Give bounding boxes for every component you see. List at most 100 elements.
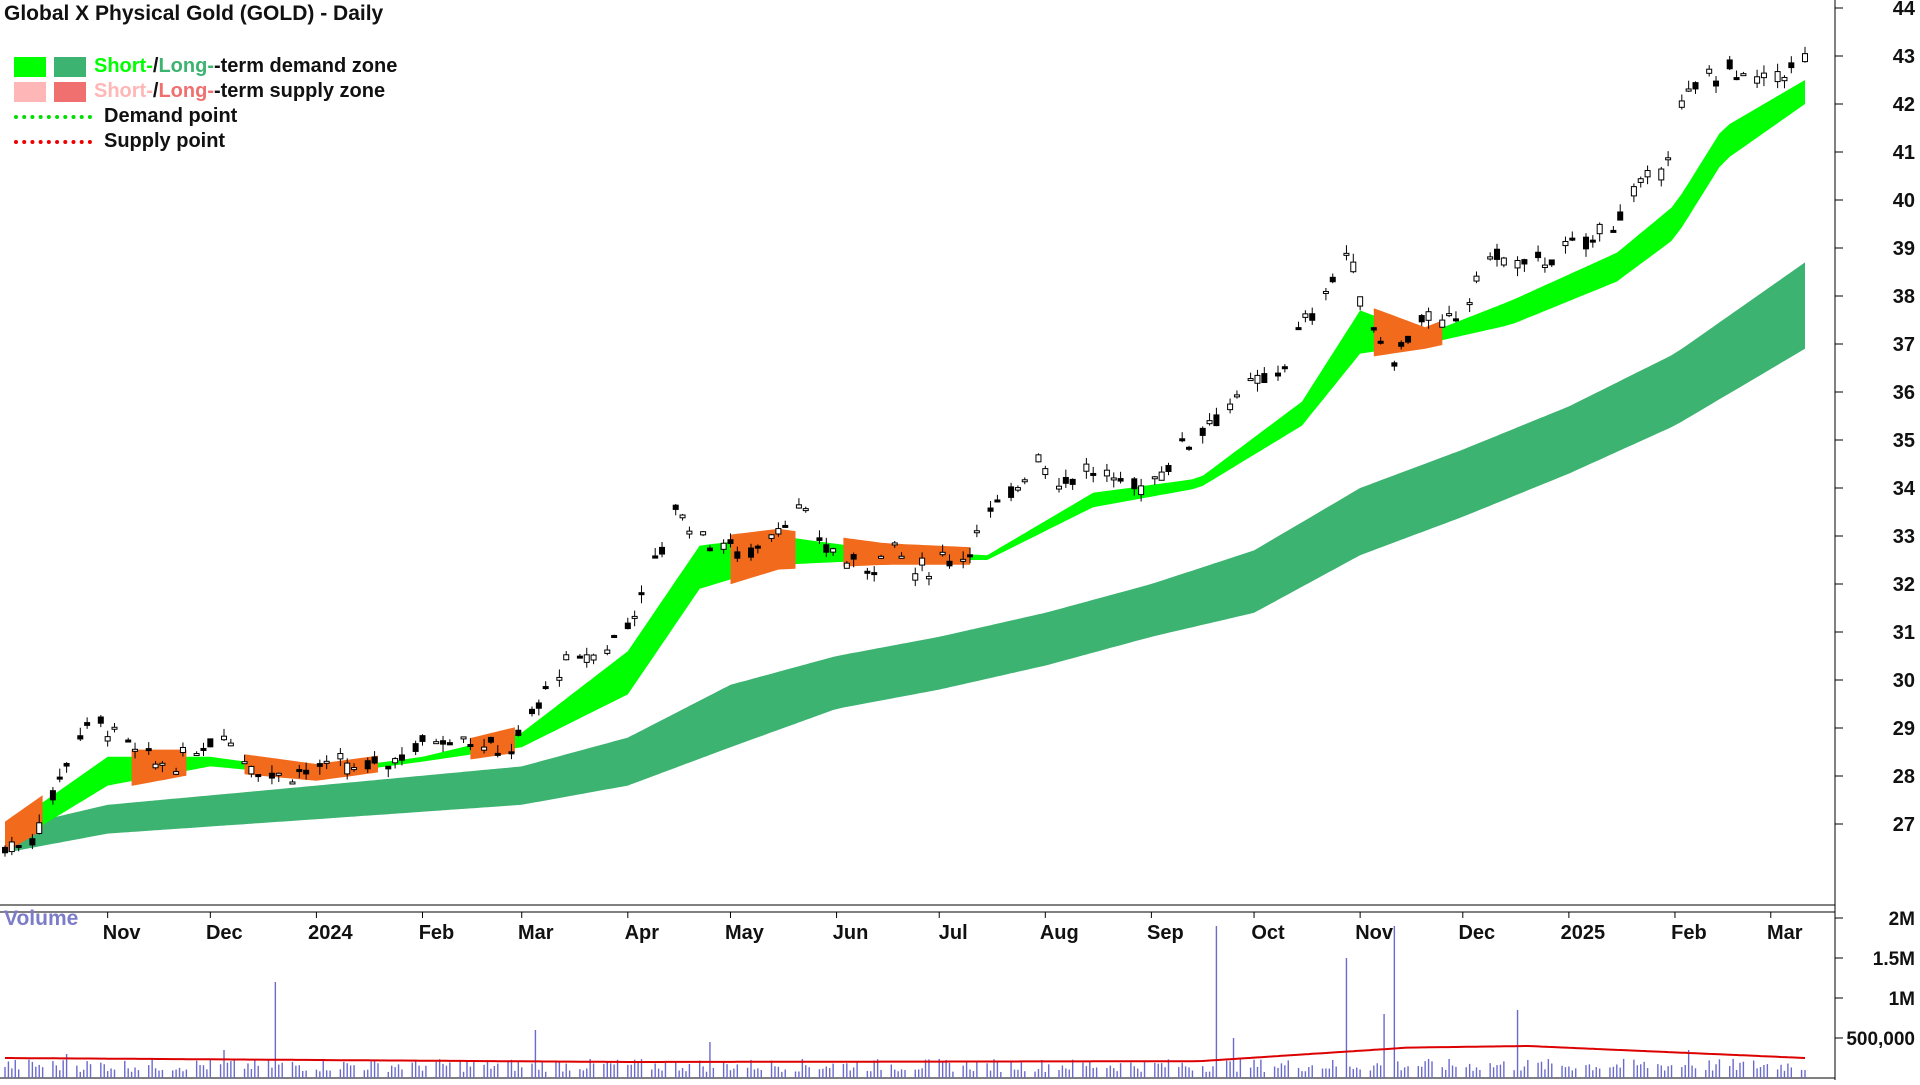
candle-body bbox=[1802, 53, 1808, 63]
candle-body bbox=[77, 735, 84, 740]
candle-body bbox=[49, 790, 56, 801]
candle-body bbox=[1275, 372, 1282, 377]
candle-body bbox=[1261, 373, 1268, 384]
y-tick-label: 29 bbox=[1893, 718, 1915, 740]
candle-body bbox=[679, 514, 686, 519]
candle-body bbox=[631, 615, 638, 619]
candle-body bbox=[1227, 403, 1234, 411]
candle-body bbox=[255, 774, 262, 778]
x-tick-label: Oct bbox=[1251, 922, 1285, 944]
candle-body bbox=[1706, 68, 1713, 74]
candle-body bbox=[1295, 327, 1302, 331]
candle-body bbox=[1535, 251, 1542, 259]
candle-body bbox=[481, 746, 488, 751]
y-tick-label: 33 bbox=[1893, 526, 1915, 548]
legend-demand-zone: Short- / Long- -term demand zone bbox=[14, 54, 397, 79]
candle-body bbox=[467, 744, 474, 748]
candle-body bbox=[843, 562, 850, 569]
vol-y-tick-label: 1.5M bbox=[1873, 949, 1915, 970]
candle-body bbox=[1035, 454, 1042, 463]
candle-body bbox=[337, 753, 344, 760]
candle-body bbox=[1589, 239, 1596, 243]
candle-body bbox=[8, 841, 15, 853]
candle-body bbox=[1083, 463, 1090, 472]
candle-body bbox=[1740, 73, 1747, 77]
candle-body bbox=[1494, 248, 1501, 260]
candle-body bbox=[1186, 446, 1193, 450]
candle-body bbox=[1521, 259, 1528, 265]
y-tick-label: 43 bbox=[1893, 46, 1915, 68]
vol-y-tick-label: 1M bbox=[1889, 989, 1915, 1010]
candle-body bbox=[919, 557, 926, 566]
short-term-supply-band bbox=[730, 528, 796, 585]
candle-body bbox=[1110, 477, 1117, 481]
legend-supply-point: Supply point bbox=[14, 129, 397, 154]
candle-body bbox=[775, 528, 782, 535]
candle-body bbox=[2, 846, 8, 854]
candle-body bbox=[898, 555, 905, 559]
candle-body bbox=[563, 654, 570, 661]
candle-body bbox=[494, 752, 501, 756]
candle-body bbox=[528, 708, 535, 715]
candle-body bbox=[1596, 223, 1603, 235]
candle-body bbox=[200, 747, 207, 751]
candle-body bbox=[864, 570, 871, 574]
candle-body bbox=[296, 769, 303, 773]
candle-body bbox=[967, 554, 974, 558]
candle-body bbox=[1254, 374, 1261, 384]
candle-body bbox=[433, 741, 440, 745]
dotted-line-icon bbox=[14, 114, 92, 119]
candle-body bbox=[487, 736, 494, 743]
candle-body bbox=[111, 726, 118, 730]
candle-body bbox=[850, 554, 857, 560]
short-term-supply-band bbox=[470, 727, 515, 760]
candle-body bbox=[193, 753, 200, 757]
candle-body bbox=[371, 756, 378, 764]
candle-body bbox=[159, 762, 166, 766]
candle-body bbox=[15, 845, 22, 849]
x-tick-label: Jun bbox=[833, 922, 869, 944]
candle-body bbox=[960, 558, 967, 562]
candle-body bbox=[241, 761, 248, 765]
candle-body bbox=[1042, 468, 1049, 476]
candle-body bbox=[1473, 275, 1480, 282]
candle-body bbox=[700, 531, 707, 536]
candle-body bbox=[36, 822, 43, 834]
x-tick-label: Nov bbox=[103, 922, 142, 944]
candle-body bbox=[398, 754, 405, 761]
candle-body bbox=[748, 547, 755, 558]
short-term-supply-band bbox=[1373, 308, 1443, 357]
candle-body bbox=[734, 551, 741, 559]
candle-body bbox=[1466, 302, 1473, 306]
legend-sep: / bbox=[152, 80, 159, 102]
candle-body bbox=[1398, 342, 1405, 347]
candle-body bbox=[1329, 276, 1336, 283]
y-tick-label: 34 bbox=[1893, 478, 1916, 500]
volume-panel-label: Volume bbox=[4, 907, 79, 930]
candle-body bbox=[419, 735, 426, 742]
candle-body bbox=[1377, 340, 1384, 344]
candle-body bbox=[768, 534, 775, 539]
candle-body bbox=[1350, 261, 1357, 273]
candle-body bbox=[364, 760, 371, 770]
candle-body bbox=[385, 765, 392, 770]
candle-body bbox=[1302, 313, 1309, 318]
candle-body bbox=[207, 738, 214, 748]
candle-body bbox=[611, 634, 618, 639]
candle-body bbox=[97, 716, 104, 724]
short-term-supply-band bbox=[5, 795, 43, 853]
candle-body bbox=[1630, 186, 1637, 197]
candle-body bbox=[323, 760, 330, 764]
candle-body bbox=[1541, 264, 1548, 268]
x-tick-label: Jul bbox=[939, 922, 968, 944]
x-tick-label: 2025 bbox=[1561, 922, 1606, 944]
candle-body bbox=[1138, 485, 1145, 496]
candle-body bbox=[1754, 76, 1761, 84]
candle-body bbox=[891, 542, 898, 546]
legend-short-label: Short- bbox=[94, 80, 153, 102]
vol-y-tick-label: 2M bbox=[1889, 909, 1915, 930]
short-term-supply-band bbox=[244, 754, 378, 781]
candle-body bbox=[686, 530, 693, 535]
candle-body bbox=[1446, 313, 1453, 317]
